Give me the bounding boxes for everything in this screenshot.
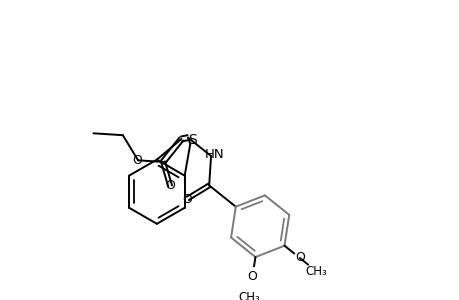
Text: HN: HN — [204, 148, 224, 161]
Text: O: O — [294, 251, 304, 265]
Text: CH₃: CH₃ — [238, 291, 260, 300]
Text: O: O — [247, 270, 257, 283]
Text: O: O — [132, 154, 142, 167]
Text: O: O — [165, 178, 175, 192]
Text: S: S — [188, 134, 196, 148]
Text: O: O — [182, 193, 191, 206]
Text: CH₃: CH₃ — [305, 265, 327, 278]
